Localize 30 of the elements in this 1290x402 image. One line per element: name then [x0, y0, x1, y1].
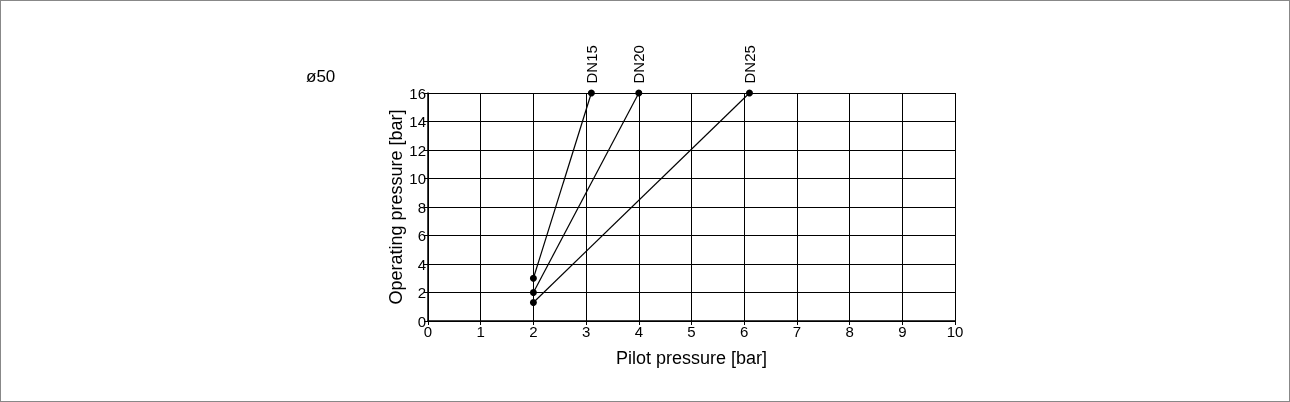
point — [745, 89, 753, 97]
x-tick-label: 3 — [581, 323, 591, 340]
x-tick-label: 1 — [476, 323, 485, 340]
y-tick-label: 14 — [409, 113, 426, 130]
x-tick-label: 10 — [946, 323, 964, 340]
y-tick-label: 10 — [409, 170, 426, 187]
chart-title: ø50 — [306, 67, 336, 86]
y-axis-title: Operating pressure [bar] — [386, 109, 407, 305]
x-tick-label: 6 — [740, 323, 749, 340]
y-tick-label: 4 — [417, 255, 426, 273]
point — [635, 89, 643, 97]
x-tick-label: 2 — [529, 323, 538, 340]
text: DN20 — [630, 45, 648, 84]
x-tick-label: 9 — [898, 323, 907, 340]
point — [529, 289, 537, 296]
x-tick-label: 5 — [687, 323, 696, 340]
y-tick-label: 8 — [417, 198, 426, 216]
text: DN15 — [582, 45, 600, 84]
x-tick-label: 4 — [634, 323, 643, 340]
x-tick-label: 8 — [845, 323, 854, 340]
y-tick-label: 12 — [409, 141, 426, 159]
y-tick-label: 2 — [417, 284, 426, 301]
point — [529, 274, 537, 282]
text: DN25 — [740, 45, 758, 84]
point — [529, 298, 537, 306]
y-tick-label: 6 — [417, 227, 426, 244]
y-tick-label: 16 — [409, 84, 426, 102]
x-tick-label: 7 — [792, 323, 802, 340]
point — [587, 89, 595, 97]
x-axis-title: Pilot pressure [bar] — [615, 348, 768, 368]
